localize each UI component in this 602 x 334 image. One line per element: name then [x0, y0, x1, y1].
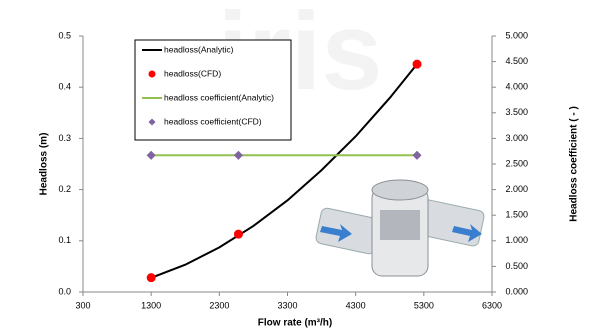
series-line: [150, 63, 418, 279]
y-axis-title: Headloss (m): [39, 133, 50, 196]
y2-tick-label: 4.000: [505, 82, 528, 92]
legend-swatch: [148, 70, 156, 78]
data-point: [146, 273, 156, 283]
legend-swatch: [148, 118, 156, 126]
legend-label: headloss(CFD): [164, 68, 221, 78]
illustration: [315, 179, 485, 277]
y2-tick-label: 4.500: [505, 56, 528, 66]
legend-label: headloss(Analytic): [164, 44, 234, 54]
x-tick-label: 1300: [141, 300, 161, 310]
y-tick-label: 0.1: [58, 235, 71, 245]
legend: headloss(Analytic) headloss(CFD) headloss …: [134, 39, 292, 141]
y-tick-label: 0.4: [58, 82, 71, 92]
y2-tick-label: 0.000: [505, 286, 528, 296]
data-point: [233, 229, 243, 239]
y2-tick-label: 2.500: [505, 158, 528, 168]
y-tick-label: 0.5: [58, 30, 71, 40]
y2-tick-label: 3.500: [505, 107, 528, 117]
legend-label: headloss coefficient(CFD): [164, 116, 262, 126]
x-tick-label: 300: [75, 300, 90, 310]
y-tick-label: 0.3: [58, 133, 71, 143]
legend-box: [134, 39, 292, 141]
y2-axis-title: Headloss coefficient ( - ): [569, 106, 580, 222]
y2-tick-label: 3.000: [505, 133, 528, 143]
y-tick-label: 0.2: [58, 184, 71, 194]
y2-tick-label: 5.000: [505, 30, 528, 40]
y2-tick-label: 0.500: [505, 261, 528, 271]
y2-tick-label: 2.000: [505, 184, 528, 194]
x-tick-label: 3300: [277, 300, 297, 310]
y2-tick-label: 1.500: [505, 210, 528, 220]
x-tick-label: 2300: [209, 300, 229, 310]
y2-tick-label: 1.000: [505, 235, 528, 245]
x-axis-title: Flow rate (m³/h): [258, 318, 332, 329]
x-tick-label: 5300: [414, 300, 434, 310]
legend-label: headloss coefficient(Analytic): [164, 92, 274, 102]
x-tick-label: 4300: [346, 300, 366, 310]
data-point: [233, 150, 243, 160]
data-point: [412, 150, 422, 160]
x-tick-label: 6300: [482, 300, 502, 310]
data-point: [146, 150, 156, 160]
y-tick-label: 0.0: [58, 286, 71, 296]
data-point: [412, 59, 422, 69]
